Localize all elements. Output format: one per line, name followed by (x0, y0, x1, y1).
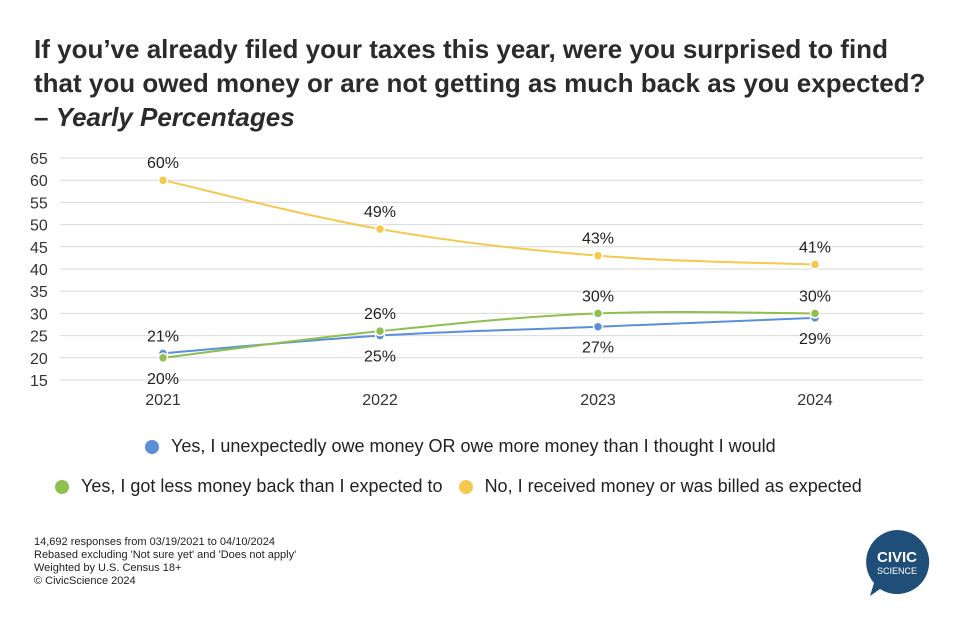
data-label: 43% (582, 231, 614, 248)
legend-label-less-back: Yes, I got less money back than I expect… (81, 476, 443, 496)
data-label: 21% (147, 328, 179, 345)
chart-title: If you’ve already filed your taxes this … (34, 32, 934, 134)
legend-swatch-less-back (55, 479, 69, 494)
data-point (157, 174, 169, 186)
y-tick-label: 60 (30, 173, 48, 190)
data-label: 60% (147, 155, 179, 172)
data-label: 20% (147, 371, 179, 388)
x-tick-label: 2023 (580, 392, 616, 409)
series-line-less-back (162, 310, 816, 359)
footnote-rebased: Rebased excluding 'Not sure yet' and 'Do… (34, 549, 297, 561)
data-label: 49% (364, 204, 396, 221)
civicscience-logo: CIVIC SCIENCE (866, 529, 930, 596)
x-tick-label: 2024 (797, 392, 833, 409)
y-tick-label: 55 (30, 195, 48, 212)
y-tick-label: 25 (30, 329, 48, 346)
legend-swatch-as-expected (458, 479, 473, 494)
logo-text-science: SCIENCE (877, 566, 917, 576)
legend-item-as-expected: No, I received money or was billed as ex… (458, 476, 862, 497)
data-label: 25% (364, 349, 396, 366)
line-chart: 15 20 25 30 35 40 45 50 55 60 65 2021 2022 2023 2024 21… (30, 151, 923, 409)
data-point (592, 250, 604, 261)
legend-item-less-back: Yes, I got less money back than I expect… (55, 476, 443, 497)
data-label: 29% (799, 331, 831, 348)
data-point (809, 308, 821, 319)
y-tick-label: 40 (30, 262, 48, 279)
y-tick-label: 15 (30, 373, 48, 390)
y-tick-label: 20 (30, 351, 48, 368)
logo-text-civic: CIVIC (877, 549, 917, 566)
chart-title-italic: Yearly Percentages (55, 102, 295, 132)
legend-row-2: Yes, I got less money back than I expect… (55, 476, 862, 497)
footnote-responses: 14,692 responses from 03/19/2021 to 04/1… (34, 536, 275, 548)
data-point (809, 259, 821, 270)
legend-label-as-expected: No, I received money or was billed as ex… (484, 476, 862, 496)
legend-item-owe: Yes, I unexpectedly owe money OR owe mor… (145, 436, 776, 457)
y-tick-label: 65 (30, 151, 48, 168)
y-tick-label: 35 (30, 284, 48, 301)
data-point (157, 352, 169, 364)
data-label: 41% (799, 240, 831, 257)
data-point (374, 325, 386, 337)
data-point (374, 223, 386, 235)
series-line-as-expected (162, 179, 816, 266)
data-label: 30% (799, 288, 831, 305)
legend-swatch-owe (145, 439, 159, 454)
data-label: 27% (582, 340, 614, 357)
x-tick-label: 2022 (362, 392, 398, 409)
data-label: 26% (364, 306, 396, 323)
footnote-copyright: © CivicScience 2024 (34, 575, 136, 587)
y-tick-label: 45 (30, 240, 48, 257)
footnotes: 14,692 responses from 03/19/2021 to 04/1… (34, 536, 296, 588)
y-tick-label: 50 (30, 218, 48, 235)
data-point (592, 321, 604, 332)
legend-label-owe: Yes, I unexpectedly owe money OR owe mor… (171, 436, 776, 456)
legend-row-1: Yes, I unexpectedly owe money OR owe mor… (145, 436, 776, 457)
x-tick-label: 2021 (145, 392, 181, 409)
chart-title-main: If you’ve already filed your taxes this … (34, 34, 926, 132)
data-point (592, 308, 604, 319)
footnote-weighted: Weighted by U.S. Census 18+ (34, 562, 182, 574)
data-label: 30% (582, 288, 614, 305)
y-tick-label: 30 (30, 306, 48, 323)
